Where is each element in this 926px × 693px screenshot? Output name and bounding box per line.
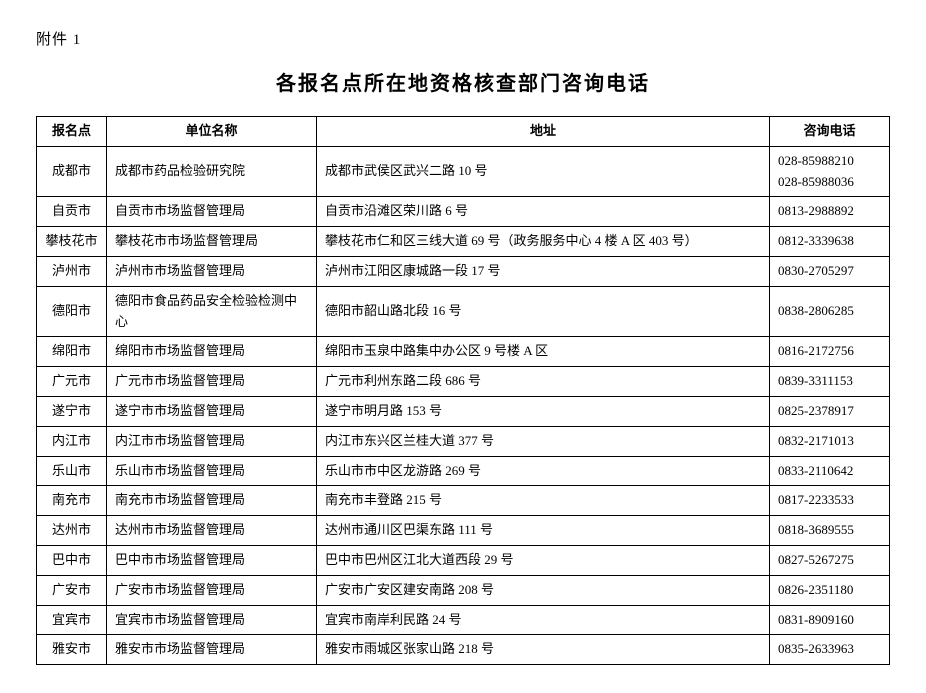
cell-phone: 0830-2705297 — [770, 256, 890, 286]
cell-phone: 0813-2988892 — [770, 197, 890, 227]
cell-addr: 巴中市巴州区江北大道西段 29 号 — [317, 545, 770, 575]
cell-org: 成都市药品检验研究院 — [107, 146, 317, 197]
table-row: 广安市广安市市场监督管理局广安市广安区建安南路 208 号0826-235118… — [37, 575, 890, 605]
page-title: 各报名点所在地资格核查部门咨询电话 — [36, 67, 890, 96]
cell-addr: 攀枝花市仁和区三线大道 69 号（政务服务中心 4 楼 A 区 403 号） — [317, 227, 770, 257]
cell-phone: 0827-5267275 — [770, 545, 890, 575]
cell-org: 巴中市市场监督管理局 — [107, 545, 317, 575]
cell-point: 内江市 — [37, 426, 107, 456]
cell-org: 雅安市市场监督管理局 — [107, 635, 317, 665]
table-row: 泸州市泸州市市场监督管理局泸州市江阳区康城路一段 17 号0830-270529… — [37, 256, 890, 286]
cell-point: 自贡市 — [37, 197, 107, 227]
cell-org: 达州市市场监督管理局 — [107, 516, 317, 546]
cell-point: 成都市 — [37, 146, 107, 197]
cell-addr: 泸州市江阳区康城路一段 17 号 — [317, 256, 770, 286]
cell-addr: 宜宾市南岸利民路 24 号 — [317, 605, 770, 635]
cell-phone: 0832-2171013 — [770, 426, 890, 456]
cell-phone: 0817-2233533 — [770, 486, 890, 516]
cell-phone: 0812-3339638 — [770, 227, 890, 257]
cell-point: 巴中市 — [37, 545, 107, 575]
cell-phone: 0831-8909160 — [770, 605, 890, 635]
cell-addr: 广元市利州东路二段 686 号 — [317, 367, 770, 397]
table-row: 巴中市巴中市市场监督管理局巴中市巴州区江北大道西段 29 号0827-52672… — [37, 545, 890, 575]
cell-addr: 成都市武侯区武兴二路 10 号 — [317, 146, 770, 197]
cell-org: 绵阳市市场监督管理局 — [107, 337, 317, 367]
table-row: 广元市广元市市场监督管理局广元市利州东路二段 686 号0839-3311153 — [37, 367, 890, 397]
table-row: 绵阳市绵阳市市场监督管理局绵阳市玉泉中路集中办公区 9 号楼 A 区0816-2… — [37, 337, 890, 367]
cell-org: 自贡市市场监督管理局 — [107, 197, 317, 227]
cell-phone: 0839-3311153 — [770, 367, 890, 397]
table-row: 遂宁市遂宁市市场监督管理局遂宁市明月路 153 号0825-2378917 — [37, 396, 890, 426]
cell-org: 宜宾市市场监督管理局 — [107, 605, 317, 635]
cell-addr: 绵阳市玉泉中路集中办公区 9 号楼 A 区 — [317, 337, 770, 367]
table-row: 内江市内江市市场监督管理局内江市东兴区兰桂大道 377 号0832-217101… — [37, 426, 890, 456]
cell-point: 德阳市 — [37, 286, 107, 337]
cell-phone: 028-85988210 028-85988036 — [770, 146, 890, 197]
cell-phone: 0825-2378917 — [770, 396, 890, 426]
cell-point: 乐山市 — [37, 456, 107, 486]
table-row: 德阳市德阳市食品药品安全检验检测中心德阳市韶山路北段 16 号0838-2806… — [37, 286, 890, 337]
cell-addr: 广安市广安区建安南路 208 号 — [317, 575, 770, 605]
table-row: 乐山市乐山市市场监督管理局乐山市市中区龙游路 269 号0833-2110642 — [37, 456, 890, 486]
table-row: 攀枝花市攀枝花市市场监督管理局攀枝花市仁和区三线大道 69 号（政务服务中心 4… — [37, 227, 890, 257]
cell-point: 绵阳市 — [37, 337, 107, 367]
table-row: 南充市南充市市场监督管理局南充市丰登路 215 号0817-2233533 — [37, 486, 890, 516]
cell-addr: 乐山市市中区龙游路 269 号 — [317, 456, 770, 486]
cell-phone: 0838-2806285 — [770, 286, 890, 337]
cell-org: 广安市市场监督管理局 — [107, 575, 317, 605]
cell-org: 南充市市场监督管理局 — [107, 486, 317, 516]
cell-point: 攀枝花市 — [37, 227, 107, 257]
cell-point: 雅安市 — [37, 635, 107, 665]
cell-point: 宜宾市 — [37, 605, 107, 635]
cell-point: 泸州市 — [37, 256, 107, 286]
table-row: 达州市达州市市场监督管理局达州市通川区巴渠东路 111 号0818-368955… — [37, 516, 890, 546]
col-header-phone: 咨询电话 — [770, 117, 890, 147]
cell-point: 广元市 — [37, 367, 107, 397]
cell-org: 攀枝花市市场监督管理局 — [107, 227, 317, 257]
cell-addr: 遂宁市明月路 153 号 — [317, 396, 770, 426]
contact-table: 报名点 单位名称 地址 咨询电话 成都市成都市药品检验研究院成都市武侯区武兴二路… — [36, 116, 890, 665]
cell-addr: 南充市丰登路 215 号 — [317, 486, 770, 516]
attachment-label: 附件 1 — [36, 28, 890, 49]
cell-point: 南充市 — [37, 486, 107, 516]
cell-phone: 0835-2633963 — [770, 635, 890, 665]
col-header-addr: 地址 — [317, 117, 770, 147]
col-header-org: 单位名称 — [107, 117, 317, 147]
cell-point: 广安市 — [37, 575, 107, 605]
cell-point: 遂宁市 — [37, 396, 107, 426]
table-row: 宜宾市宜宾市市场监督管理局宜宾市南岸利民路 24 号0831-8909160 — [37, 605, 890, 635]
cell-org: 德阳市食品药品安全检验检测中心 — [107, 286, 317, 337]
cell-org: 遂宁市市场监督管理局 — [107, 396, 317, 426]
cell-point: 达州市 — [37, 516, 107, 546]
cell-addr: 雅安市雨城区张家山路 218 号 — [317, 635, 770, 665]
cell-org: 内江市市场监督管理局 — [107, 426, 317, 456]
cell-phone: 0833-2110642 — [770, 456, 890, 486]
cell-org: 广元市市场监督管理局 — [107, 367, 317, 397]
cell-addr: 德阳市韶山路北段 16 号 — [317, 286, 770, 337]
cell-phone: 0816-2172756 — [770, 337, 890, 367]
table-row: 自贡市自贡市市场监督管理局自贡市沿滩区荣川路 6 号0813-2988892 — [37, 197, 890, 227]
cell-phone: 0818-3689555 — [770, 516, 890, 546]
cell-phone: 0826-2351180 — [770, 575, 890, 605]
table-row: 雅安市雅安市市场监督管理局雅安市雨城区张家山路 218 号0835-263396… — [37, 635, 890, 665]
cell-addr: 内江市东兴区兰桂大道 377 号 — [317, 426, 770, 456]
cell-addr: 自贡市沿滩区荣川路 6 号 — [317, 197, 770, 227]
table-header-row: 报名点 单位名称 地址 咨询电话 — [37, 117, 890, 147]
cell-org: 泸州市市场监督管理局 — [107, 256, 317, 286]
table-row: 成都市成都市药品检验研究院成都市武侯区武兴二路 10 号028-85988210… — [37, 146, 890, 197]
col-header-point: 报名点 — [37, 117, 107, 147]
cell-org: 乐山市市场监督管理局 — [107, 456, 317, 486]
cell-addr: 达州市通川区巴渠东路 111 号 — [317, 516, 770, 546]
